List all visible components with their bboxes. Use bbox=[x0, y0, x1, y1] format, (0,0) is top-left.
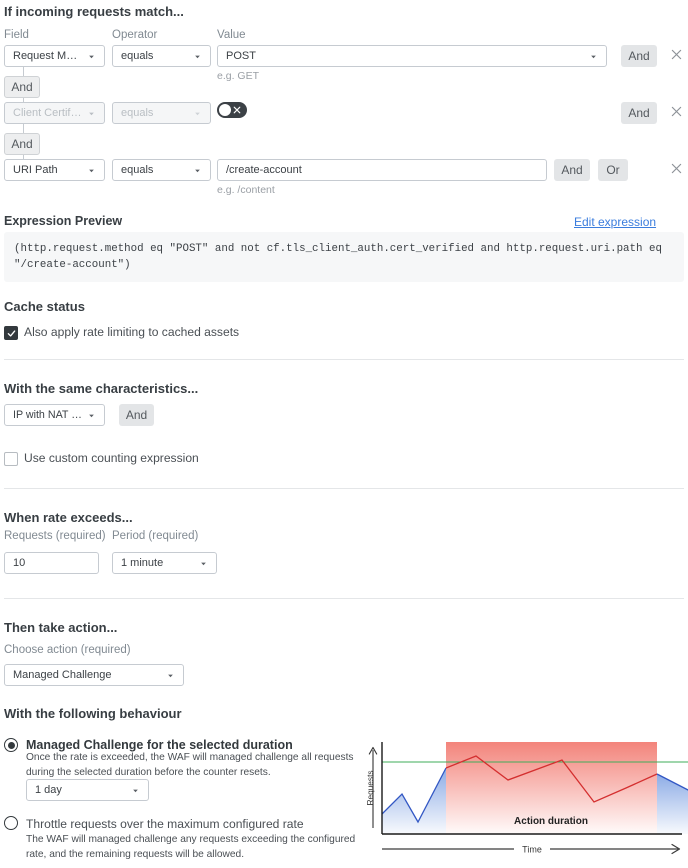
svg-text:Time: Time bbox=[522, 845, 542, 855]
svg-text:Requests: Requests bbox=[365, 770, 375, 805]
svg-text:Action duration: Action duration bbox=[514, 816, 588, 827]
